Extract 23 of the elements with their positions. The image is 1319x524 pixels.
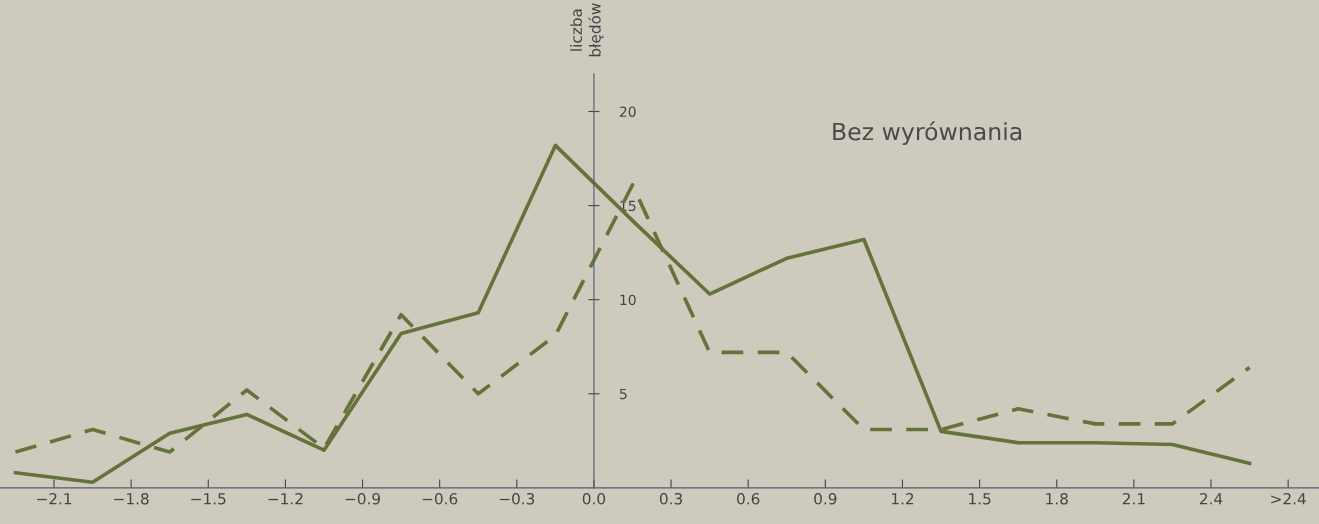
x-tick-label: −2.1: [37, 492, 72, 505]
x-tick-label: −1.2: [268, 492, 303, 505]
x-tick-label: 1.5: [969, 493, 991, 505]
x-tick-label: 0.6: [737, 492, 760, 505]
x-tick-label: 2.4: [1199, 492, 1223, 505]
x-tick-label: 0.0: [582, 492, 606, 505]
y-axis-title: liczba błędów: [570, 3, 604, 57]
x-tick-label: −0.3: [499, 492, 535, 505]
x-tick-label: 0.3: [659, 492, 682, 505]
x-tick-label: −0.9: [345, 492, 381, 505]
x-tick-label: 0.9: [814, 492, 837, 505]
y-tick-label: 20: [619, 106, 636, 117]
x-tick-label: 1.2: [892, 492, 914, 505]
x-tick-label: 2.1: [1122, 492, 1145, 505]
y-tick-label: 5: [620, 388, 627, 400]
x-tick-label: −0.6: [422, 492, 458, 505]
x-tick-label: 1.8: [1046, 492, 1068, 505]
line-series: [13, 143, 1252, 485]
x-tick-label: >2.4: [1271, 492, 1306, 505]
text: Bez wyrównania: [833, 121, 1022, 146]
x-tick-label: −1.8: [114, 492, 149, 505]
x-tick-label: −1.5: [191, 493, 226, 505]
y-tick-label: 10: [620, 294, 636, 306]
